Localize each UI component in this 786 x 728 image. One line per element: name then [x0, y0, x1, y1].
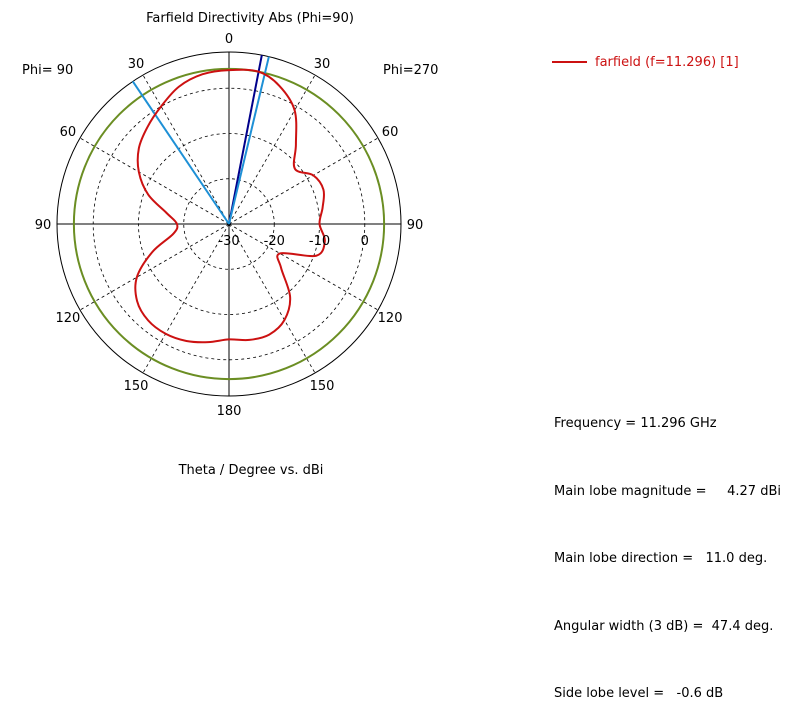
radial-tick-label: -20: [264, 234, 285, 249]
legend-swatch: [552, 61, 587, 63]
stat-main-lobe-magnitude: Main lobe magnitude = 4.27 dBi: [554, 483, 781, 499]
right-half-label: Phi=270: [383, 63, 438, 78]
grid-spoke: [79, 137, 230, 225]
left-half-label: Phi= 90: [22, 63, 73, 78]
series-layer: [134, 68, 326, 344]
angle-tick-label: 30: [314, 57, 331, 72]
stat-frequency: Frequency = 11.296 GHz: [554, 416, 717, 431]
tick-labels: 0 30 30 60 60 90 90 120 120 150 150 180 -30 -20 -10 0: [35, 32, 424, 419]
beamwidth-line: [228, 56, 270, 225]
grid-spoke: [228, 74, 316, 225]
angle-tick-label: 90: [407, 218, 424, 233]
radial-tick-label: -30: [218, 234, 239, 249]
main-lobe-magnitude-circle: [72, 67, 386, 381]
legend: farfield (f=11.296) [1]: [552, 52, 739, 72]
x-axis-label: Theta / Degree vs. dBi: [178, 463, 324, 478]
stat-angular-width: Angular width (3 dB) = 47.4 deg.: [554, 618, 774, 634]
beam-markers: [131, 54, 270, 225]
angle-tick-label: 60: [382, 125, 399, 140]
reference-circle-layer: [72, 67, 386, 381]
radial-tick-label: 0: [361, 234, 369, 249]
grid-spoke: [142, 74, 230, 225]
angle-tick-label: 150: [124, 379, 149, 394]
radial-tick-label: -10: [309, 234, 330, 249]
angle-tick-label: 90: [35, 218, 52, 233]
chart-title: Farfield Directivity Abs (Phi=90): [146, 11, 354, 26]
grid-spoke: [79, 223, 230, 311]
angle-tick-label: 120: [378, 311, 403, 326]
angle-tick-label: 0: [225, 32, 233, 47]
grid-spoke: [228, 223, 316, 374]
polar-grid: [56, 51, 402, 397]
angle-tick-label: 60: [60, 125, 77, 140]
grid-spoke: [142, 223, 230, 374]
angle-tick-label: 120: [56, 311, 81, 326]
stat-main-lobe-direction: Main lobe direction = 11.0 deg.: [554, 551, 768, 566]
legend-label: farfield (f=11.296) [1]: [595, 54, 739, 70]
beamwidth-line: [131, 80, 230, 225]
series-curve-0: [134, 68, 326, 344]
polar-plot: 0 30 30 60 60 90 90 120 120 150 150 180 -30 -20 -10 0 F…: [22, 11, 438, 478]
angle-tick-label: 30: [128, 57, 145, 72]
grid-spoke: [228, 223, 379, 311]
angle-tick-label: 180: [217, 404, 242, 419]
stat-side-lobe-level: Side lobe level = -0.6 dB: [554, 686, 724, 701]
grid-spoke: [228, 137, 379, 225]
angle-tick-label: 150: [310, 379, 335, 394]
stats-panel: Frequency = 11.296 GHz Main lobe magnitu…: [554, 368, 781, 728]
main-lobe-direction-line: [228, 54, 263, 225]
